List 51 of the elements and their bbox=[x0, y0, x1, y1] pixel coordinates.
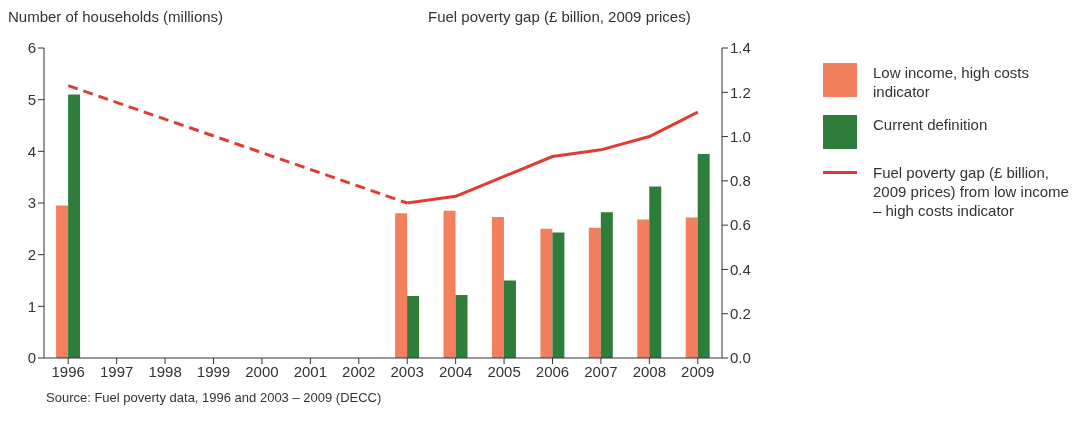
bar bbox=[649, 186, 662, 358]
x-tick-label: 2003 bbox=[390, 362, 424, 380]
y2-tick-label: 0.8 bbox=[730, 172, 751, 190]
y-tick-label: 5 bbox=[27, 90, 36, 108]
bar bbox=[540, 228, 553, 358]
x-tick-label: 1998 bbox=[148, 362, 182, 380]
y-tick-label: 1 bbox=[27, 297, 36, 315]
y-tick-label: 0 bbox=[27, 349, 36, 367]
legend-label: Low income, high costs indicator bbox=[873, 63, 1030, 101]
y-tick-label: 6 bbox=[27, 39, 36, 57]
y2-tick-label: 0.4 bbox=[730, 260, 751, 278]
y2-tick-label: 1.0 bbox=[730, 127, 751, 145]
x-tick-label: 2009 bbox=[681, 362, 715, 380]
y-axis-title: Number of households (millions) bbox=[8, 8, 224, 25]
x-tick-label: 2008 bbox=[632, 362, 667, 380]
bar bbox=[552, 232, 565, 358]
y-tick-label: 4 bbox=[27, 142, 36, 160]
x-tick-label: 1996 bbox=[51, 362, 85, 380]
x-tick-label: 1999 bbox=[196, 362, 231, 380]
source-note: Source: Fuel poverty data, 1996 and 2003 – 2009 (DECC) bbox=[46, 390, 382, 405]
bar bbox=[697, 153, 710, 358]
legend-label: Current definition bbox=[873, 115, 988, 134]
bar bbox=[407, 296, 420, 358]
y2-tick-label: 1.2 bbox=[730, 83, 751, 101]
bar bbox=[56, 205, 69, 358]
bar bbox=[395, 213, 408, 358]
bar bbox=[68, 94, 81, 358]
y2-tick-label: 0.2 bbox=[730, 305, 751, 323]
y2-tick-label: 1.4 bbox=[730, 39, 751, 57]
y2-axis-title: Fuel poverty gap (£ billion, 2009 prices) bbox=[428, 8, 691, 25]
bar bbox=[637, 219, 650, 358]
x-tick-label: 2002 bbox=[342, 362, 376, 380]
y2-tick-label: 0.6 bbox=[730, 216, 751, 234]
x-tick-label: 2005 bbox=[487, 362, 521, 380]
legend-label: Fuel poverty gap (£ billion, 2009 prices) from low income – high costs indicator bbox=[873, 163, 1070, 220]
x-tick-label: 1997 bbox=[99, 362, 134, 380]
y2-tick-label: 0.0 bbox=[730, 349, 751, 367]
x-tick-label: 2007 bbox=[584, 362, 618, 380]
x-tick-label: 2006 bbox=[535, 362, 570, 380]
bar bbox=[443, 210, 456, 358]
bar bbox=[685, 217, 698, 358]
bar bbox=[455, 294, 468, 358]
bar bbox=[503, 280, 516, 358]
y-tick-label: 3 bbox=[27, 194, 36, 212]
bar bbox=[491, 216, 504, 358]
bar bbox=[600, 212, 613, 358]
bar bbox=[588, 227, 601, 358]
y-tick-label: 2 bbox=[27, 245, 36, 263]
x-tick-label: 2004 bbox=[438, 362, 473, 380]
x-tick-label: 2001 bbox=[293, 362, 328, 380]
x-tick-label: 2000 bbox=[245, 362, 279, 380]
